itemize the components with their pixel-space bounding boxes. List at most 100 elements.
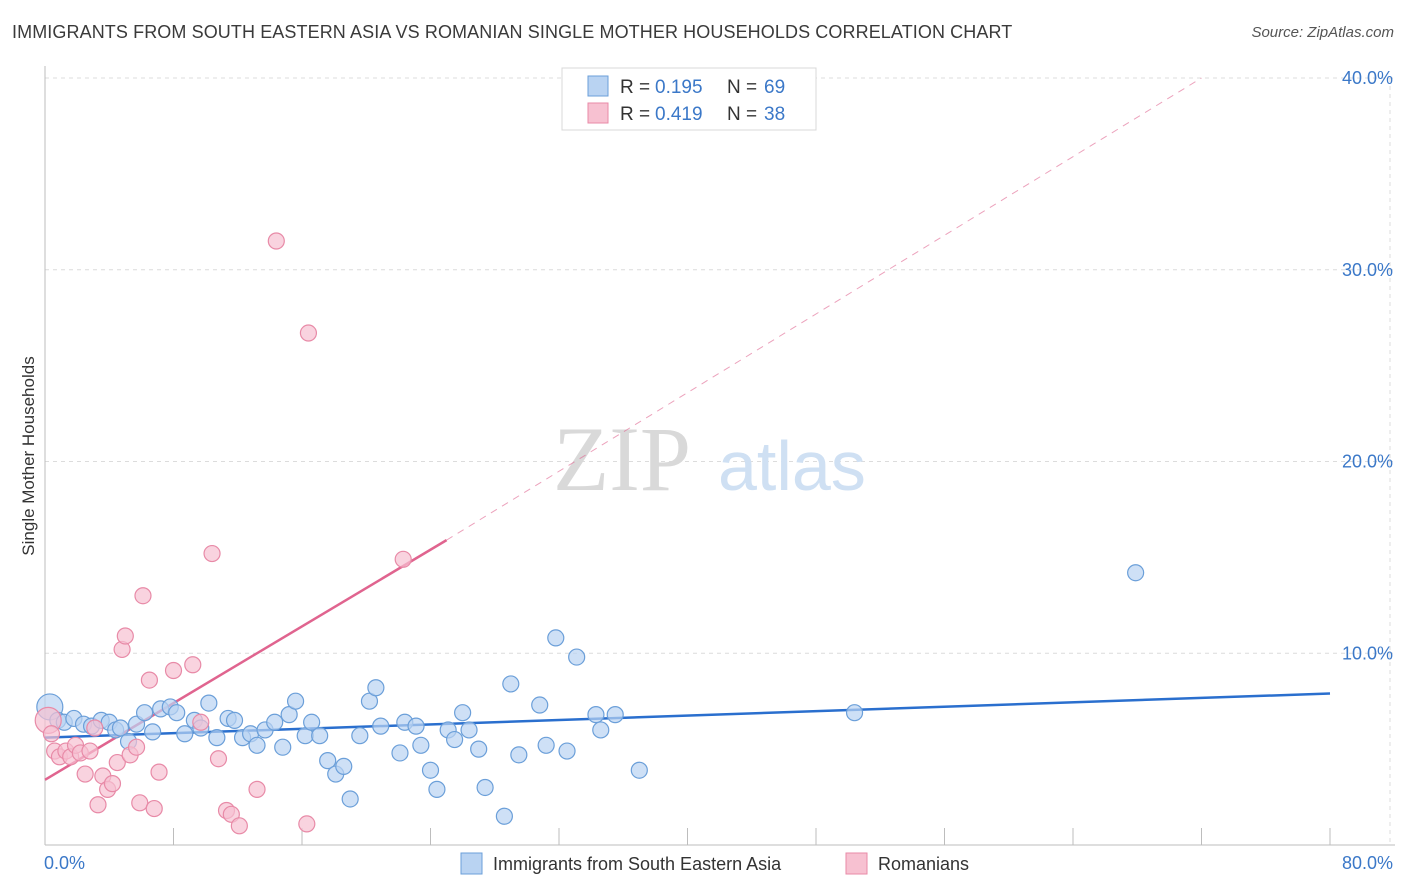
pink-point [116, 627, 134, 645]
blue-point [274, 738, 292, 756]
blue-point [558, 742, 576, 760]
blue-point [319, 752, 337, 770]
blue-point [248, 736, 266, 754]
legend-swatch-blue [587, 75, 609, 97]
pink-point [184, 656, 202, 674]
blue-point [845, 704, 864, 722]
source-label: Source: ZipAtlas.com [1251, 24, 1394, 41]
blue-point [502, 675, 520, 693]
y-tick-labels: 10.0% 20.0% 30.0% 40.0% [1342, 68, 1393, 663]
pink-point [230, 817, 248, 835]
blue-point [341, 790, 359, 808]
pink-point [134, 587, 152, 605]
pink-point [42, 725, 61, 743]
pink-point [89, 796, 107, 814]
pink-point [103, 775, 122, 793]
y-tick-label: 30.0% [1342, 260, 1393, 280]
blue-point [476, 778, 494, 797]
legend-r-label: R = [620, 77, 650, 98]
pink-point [140, 671, 159, 689]
y-axis-label: Single Mother Households [19, 356, 38, 555]
blue-point [412, 736, 430, 754]
legend-r-label: R = [620, 104, 650, 125]
blue-point [144, 723, 162, 741]
blue-point [286, 692, 305, 710]
y-tick-label: 10.0% [1342, 643, 1393, 663]
legend-r-value-pink: 0.419 [655, 104, 703, 125]
blue-point [225, 711, 244, 729]
y-tick-label: 40.0% [1342, 68, 1393, 88]
blue-point [367, 679, 385, 697]
pink-point [108, 753, 126, 772]
legend-n-value-pink: 38 [764, 104, 785, 125]
bottom-legend-swatch-pink [845, 852, 868, 875]
axes [44, 66, 1395, 846]
blue-point [547, 629, 565, 647]
data-points [34, 232, 1145, 835]
blue-point [208, 729, 226, 747]
blue-point [568, 648, 586, 666]
bottom-legend-swatch-blue [460, 852, 483, 875]
pink-point [203, 544, 221, 563]
top-legend: R = 0.195 N = 69 R = 0.419 N = 38 [561, 67, 817, 131]
bottom-legend-label-blue: Immigrants from South Eastern Asia [493, 854, 782, 874]
blue-point [592, 721, 610, 739]
blue-point [335, 757, 353, 775]
chart-title: IMMIGRANTS FROM SOUTH EASTERN ASIA VS RO… [12, 22, 1013, 42]
blue-point [630, 761, 648, 779]
blue-point [176, 725, 194, 743]
pink-trend-line [44, 539, 448, 781]
blue-point [495, 807, 513, 825]
blue-point [303, 713, 321, 731]
legend-swatch-pink [587, 102, 609, 124]
blue-point [111, 719, 130, 737]
blue-point [445, 730, 464, 749]
pink-point [86, 719, 104, 737]
pink-point [145, 799, 163, 818]
bottom-legend: Immigrants from South Eastern Asia Roman… [460, 852, 969, 875]
blue-point [454, 704, 472, 722]
blue-point [587, 706, 605, 724]
blue-point [135, 704, 154, 722]
pink-point [131, 794, 149, 812]
pink-point [267, 232, 285, 250]
blue-point [351, 727, 369, 745]
blue-point [407, 717, 425, 735]
blue-point [1127, 564, 1145, 582]
legend-r-value-blue: 0.195 [655, 77, 703, 98]
blue-point [372, 717, 390, 735]
blue-point [168, 704, 186, 722]
blue-point [537, 736, 555, 754]
watermark-atlas: atlas [718, 427, 866, 505]
pink-point [209, 750, 228, 768]
watermark-zip: ZIP [553, 408, 691, 510]
pink-point [192, 713, 210, 731]
blue-point [266, 713, 284, 731]
legend-n-value-blue: 69 [764, 77, 785, 98]
bottom-legend-label-pink: Romanians [878, 854, 969, 874]
watermark: ZIP atlas [553, 408, 866, 510]
pink-point [298, 815, 316, 833]
pink-point [299, 324, 318, 342]
x-tick-labels: 0.0% 80.0% [44, 853, 1393, 873]
pink-point [81, 742, 99, 760]
pink-point [164, 661, 183, 680]
blue-point [421, 761, 440, 779]
y-tick-label: 20.0% [1342, 452, 1393, 472]
blue-point [311, 727, 329, 745]
blue-point [460, 721, 478, 739]
x-tick-label: 0.0% [44, 853, 85, 873]
pink-point [394, 550, 412, 568]
blue-point [428, 780, 446, 798]
blue-point [531, 696, 549, 714]
x-tick-label: 80.0% [1342, 853, 1393, 873]
pink-point [76, 765, 94, 783]
blue-point [510, 746, 528, 764]
blue-point [470, 740, 488, 758]
blue-point [200, 694, 218, 712]
legend-n-label: N = [727, 104, 757, 125]
pink-point [150, 763, 168, 781]
pink-point [127, 738, 146, 756]
pink-point [248, 780, 266, 798]
